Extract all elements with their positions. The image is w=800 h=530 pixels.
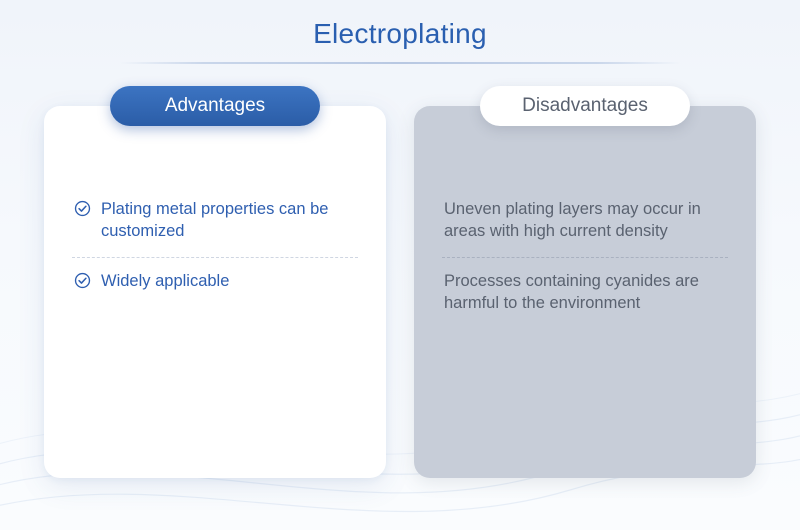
advantage-text: Plating metal properties can be customiz… bbox=[101, 198, 356, 243]
advantages-pill: Advantages bbox=[110, 86, 320, 126]
check-icon bbox=[74, 200, 91, 217]
advantages-card: Advantages Plating metal properties can … bbox=[44, 106, 386, 478]
disadvantages-list: Uneven plating layers may occur in areas… bbox=[442, 186, 728, 328]
list-item: Widely applicable bbox=[72, 257, 358, 306]
disadvantage-text: Processes containing cyanides are harmfu… bbox=[444, 270, 726, 315]
list-item: Uneven plating layers may occur in areas… bbox=[442, 186, 728, 257]
page-title: Electroplating bbox=[0, 18, 800, 50]
advantages-list: Plating metal properties can be customiz… bbox=[72, 186, 358, 306]
cards-row: Advantages Plating metal properties can … bbox=[0, 106, 800, 478]
disadvantage-text: Uneven plating layers may occur in areas… bbox=[444, 198, 726, 243]
advantage-text: Widely applicable bbox=[101, 270, 229, 292]
list-item: Processes containing cyanides are harmfu… bbox=[442, 257, 728, 329]
disadvantages-pill: Disadvantages bbox=[480, 86, 690, 126]
content-wrapper: Electroplating Advantages Plating metal … bbox=[0, 0, 800, 478]
title-underline bbox=[120, 62, 680, 64]
disadvantages-card: Disadvantages Uneven plating layers may … bbox=[414, 106, 756, 478]
list-item: Plating metal properties can be customiz… bbox=[72, 186, 358, 257]
check-icon bbox=[74, 272, 91, 289]
